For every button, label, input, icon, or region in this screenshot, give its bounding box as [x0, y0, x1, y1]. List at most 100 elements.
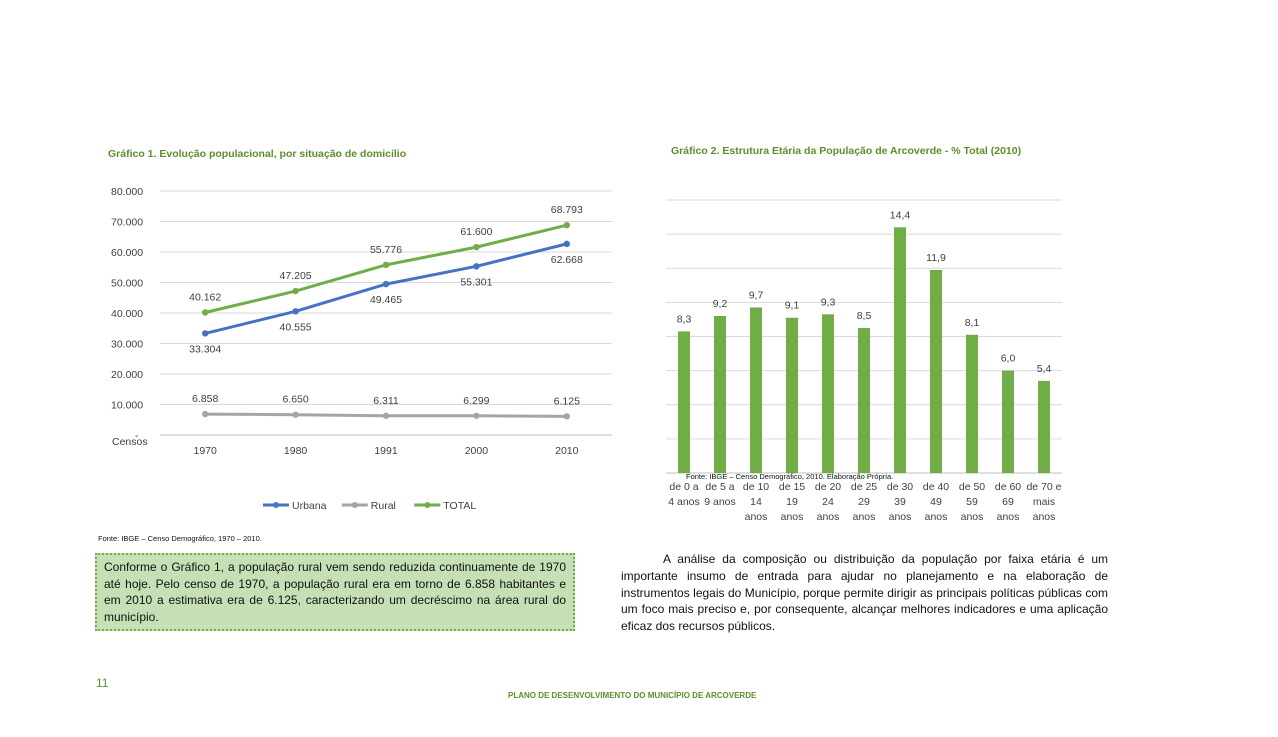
category-label: 24: [822, 496, 834, 508]
category-label: de 10: [743, 481, 769, 493]
data-point: [292, 411, 299, 418]
legend-marker: [424, 502, 431, 508]
data-point: [382, 261, 390, 269]
bar-value-label: 9,1: [785, 300, 800, 312]
y-tick-label: 40.000: [111, 308, 143, 320]
data-point: [563, 413, 570, 420]
bar-value-label: 5,4: [1037, 363, 1052, 375]
data-point: [382, 412, 390, 419]
bar-value-label: 9,2: [713, 298, 728, 310]
legend-label: TOTAL: [443, 500, 476, 512]
data-point: [473, 243, 480, 251]
data-label: 40.555: [280, 321, 312, 333]
y-tick-label: 30.000: [111, 339, 143, 351]
x-tick-label: 1980: [284, 445, 308, 457]
data-point: [563, 240, 570, 248]
data-label: 6.858: [192, 393, 218, 405]
category-label: de 30: [887, 481, 913, 493]
legend-marker: [273, 502, 279, 508]
data-point: [473, 263, 480, 270]
category-label: de 70 e: [1026, 481, 1061, 493]
chart1-source: Fonte: IBGE – Censo Demográfico, 1970 – …: [98, 534, 262, 543]
y-tick-label: -: [135, 430, 139, 442]
category-label: 69: [1002, 496, 1014, 508]
category-label: anos: [889, 511, 912, 523]
data-point: [473, 412, 480, 419]
category-label: de 5 a: [705, 481, 734, 493]
age-bar: [786, 317, 798, 473]
data-point: [292, 308, 299, 315]
data-point: [292, 287, 299, 295]
category-label: de 25: [851, 481, 877, 493]
y-tick-label: 60.000: [111, 247, 143, 259]
data-label: 47.205: [280, 270, 312, 282]
bar-value-label: 14,4: [890, 209, 911, 221]
data-label: 68.793: [551, 204, 583, 216]
age-bar: [858, 327, 870, 473]
category-label: anos: [961, 511, 984, 523]
data-label: 6.650: [282, 394, 308, 406]
age-bar: [714, 316, 726, 473]
category-label: anos: [817, 511, 840, 523]
series-line-urbana: [204, 242, 568, 335]
bar-value-label: 8,5: [857, 310, 872, 322]
age-bar: [1038, 380, 1050, 473]
age-structure-bar-chart: 8,3 de 0 a 4 anos 9,2 de 5 a 9 anos 9,7 de 10 14…: [666, 199, 1062, 523]
data-label: 55.301: [460, 276, 492, 288]
category-label: 19: [786, 496, 798, 508]
category-label: de 40: [923, 481, 949, 493]
category-label: 39: [894, 496, 906, 508]
data-label: 61.600: [460, 226, 492, 238]
data-label: 6.311: [373, 395, 399, 407]
bar-value-label: 9,7: [749, 289, 764, 301]
x-tick-label: 2000: [465, 445, 489, 457]
y-tick-label: 70.000: [111, 217, 143, 229]
category-label: anos: [745, 511, 768, 523]
y-tick-label: 80.000: [111, 186, 143, 198]
data-label: 33.304: [189, 343, 221, 355]
data-label: 49.465: [370, 294, 402, 306]
bar-value-label: 11,9: [926, 252, 946, 264]
category-label: de 0 a: [669, 481, 698, 493]
data-label: 62.668: [551, 254, 583, 266]
category-label: 59: [966, 496, 978, 508]
data-label: 6.299: [463, 395, 489, 407]
page-number: 11: [96, 676, 109, 690]
bar-value-label: 8,1: [965, 317, 980, 329]
category-label: 49: [930, 496, 942, 508]
rural-population-callout: Conforme o Gráfico 1, a população rural …: [95, 553, 575, 631]
category-label: de 50: [959, 481, 985, 493]
chart2-title: Gráfico 2. Estrutura Etária da População…: [671, 145, 1022, 157]
age-bar: [678, 331, 690, 473]
y-tick-label: 10.000: [111, 400, 143, 412]
age-bar: [822, 314, 834, 473]
age-bar: [966, 334, 978, 473]
bar-value-label: 9,3: [821, 296, 836, 308]
data-point: [202, 330, 209, 337]
chart1-title: Gráfico 1. Evolução populacional, por si…: [108, 148, 407, 160]
category-label: de 15: [779, 481, 805, 493]
category-label: de 60: [995, 481, 1021, 493]
age-bar: [750, 307, 762, 473]
data-point: [563, 221, 570, 229]
age-analysis-paragraph: A análise da composição ou distribuição …: [621, 552, 1108, 634]
x-axis-label: Censos: [112, 436, 148, 448]
legend-label: Rural: [371, 500, 396, 512]
x-tick-label: 2010: [555, 445, 579, 457]
legend-marker: [351, 502, 358, 508]
category-label: anos: [997, 511, 1020, 523]
y-tick-label: 50.000: [111, 278, 143, 290]
category-label: anos: [1033, 511, 1056, 523]
category-label: anos: [781, 511, 804, 523]
category-label: anos: [925, 511, 948, 523]
category-label: 4 anos: [668, 496, 700, 508]
age-bar: [894, 227, 906, 473]
category-label: 9 anos: [704, 496, 736, 508]
data-point: [382, 280, 390, 288]
bar-value-label: 6,0: [1001, 353, 1016, 365]
category-label: 14: [750, 496, 762, 508]
category-label: mais: [1033, 496, 1055, 508]
x-tick-label: 1991: [374, 445, 398, 457]
data-label: 55.776: [370, 244, 402, 256]
age-bar: [930, 269, 942, 473]
